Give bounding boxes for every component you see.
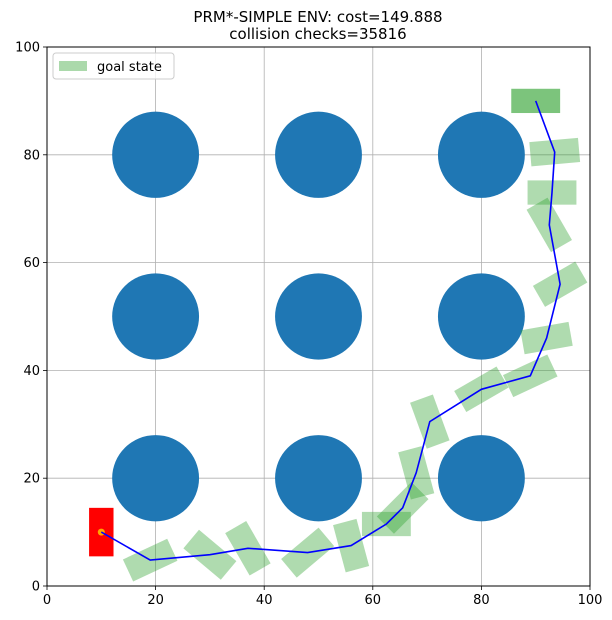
legend-label-goal-state: goal state [97, 60, 162, 75]
obstacle-circle [437, 273, 525, 360]
goal-state [511, 88, 561, 114]
goal-state-box [511, 88, 561, 114]
x-tick-label: 60 [365, 593, 382, 608]
y-tick-label: 20 [23, 472, 40, 487]
x-tick-label: 40 [256, 593, 273, 608]
plot-frame [46, 46, 591, 587]
obstacle-circle [437, 435, 525, 522]
chart-title-line2: collision checks=35816 [229, 25, 406, 43]
obstacle-circle [112, 111, 200, 198]
x-tick-label: 0 [43, 593, 51, 608]
obstacle-circle [275, 435, 362, 522]
y-tick-label: 80 [23, 148, 40, 163]
obstacle-circle [112, 273, 200, 360]
x-tick-label: 20 [147, 593, 164, 608]
y-tick-label: 60 [23, 256, 40, 271]
obstacle-circle [275, 111, 362, 198]
start-state [89, 507, 114, 557]
obstacles [112, 111, 525, 522]
obstacle-circle [437, 111, 525, 198]
legend-swatch-goal-state [59, 61, 87, 71]
y-tick-label: 100 [15, 41, 40, 56]
path-line [100, 100, 561, 561]
y-tick-label: 40 [23, 364, 40, 379]
x-tick-label: 80 [473, 593, 490, 608]
legend: goal state [52, 52, 175, 80]
x-tick-label: 100 [578, 593, 603, 608]
y-tick-label: 0 [32, 580, 40, 595]
axis-ticks: 0 20 40 60 80 100 0 20 40 60 80 100 [15, 41, 602, 609]
obstacle-circle [275, 273, 362, 360]
path [100, 100, 561, 561]
legend-box [52, 52, 175, 80]
obstacle-circle [112, 435, 200, 522]
chart-title-line1: PRM*-SIMPLE ENV: cost=149.888 [193, 8, 442, 26]
